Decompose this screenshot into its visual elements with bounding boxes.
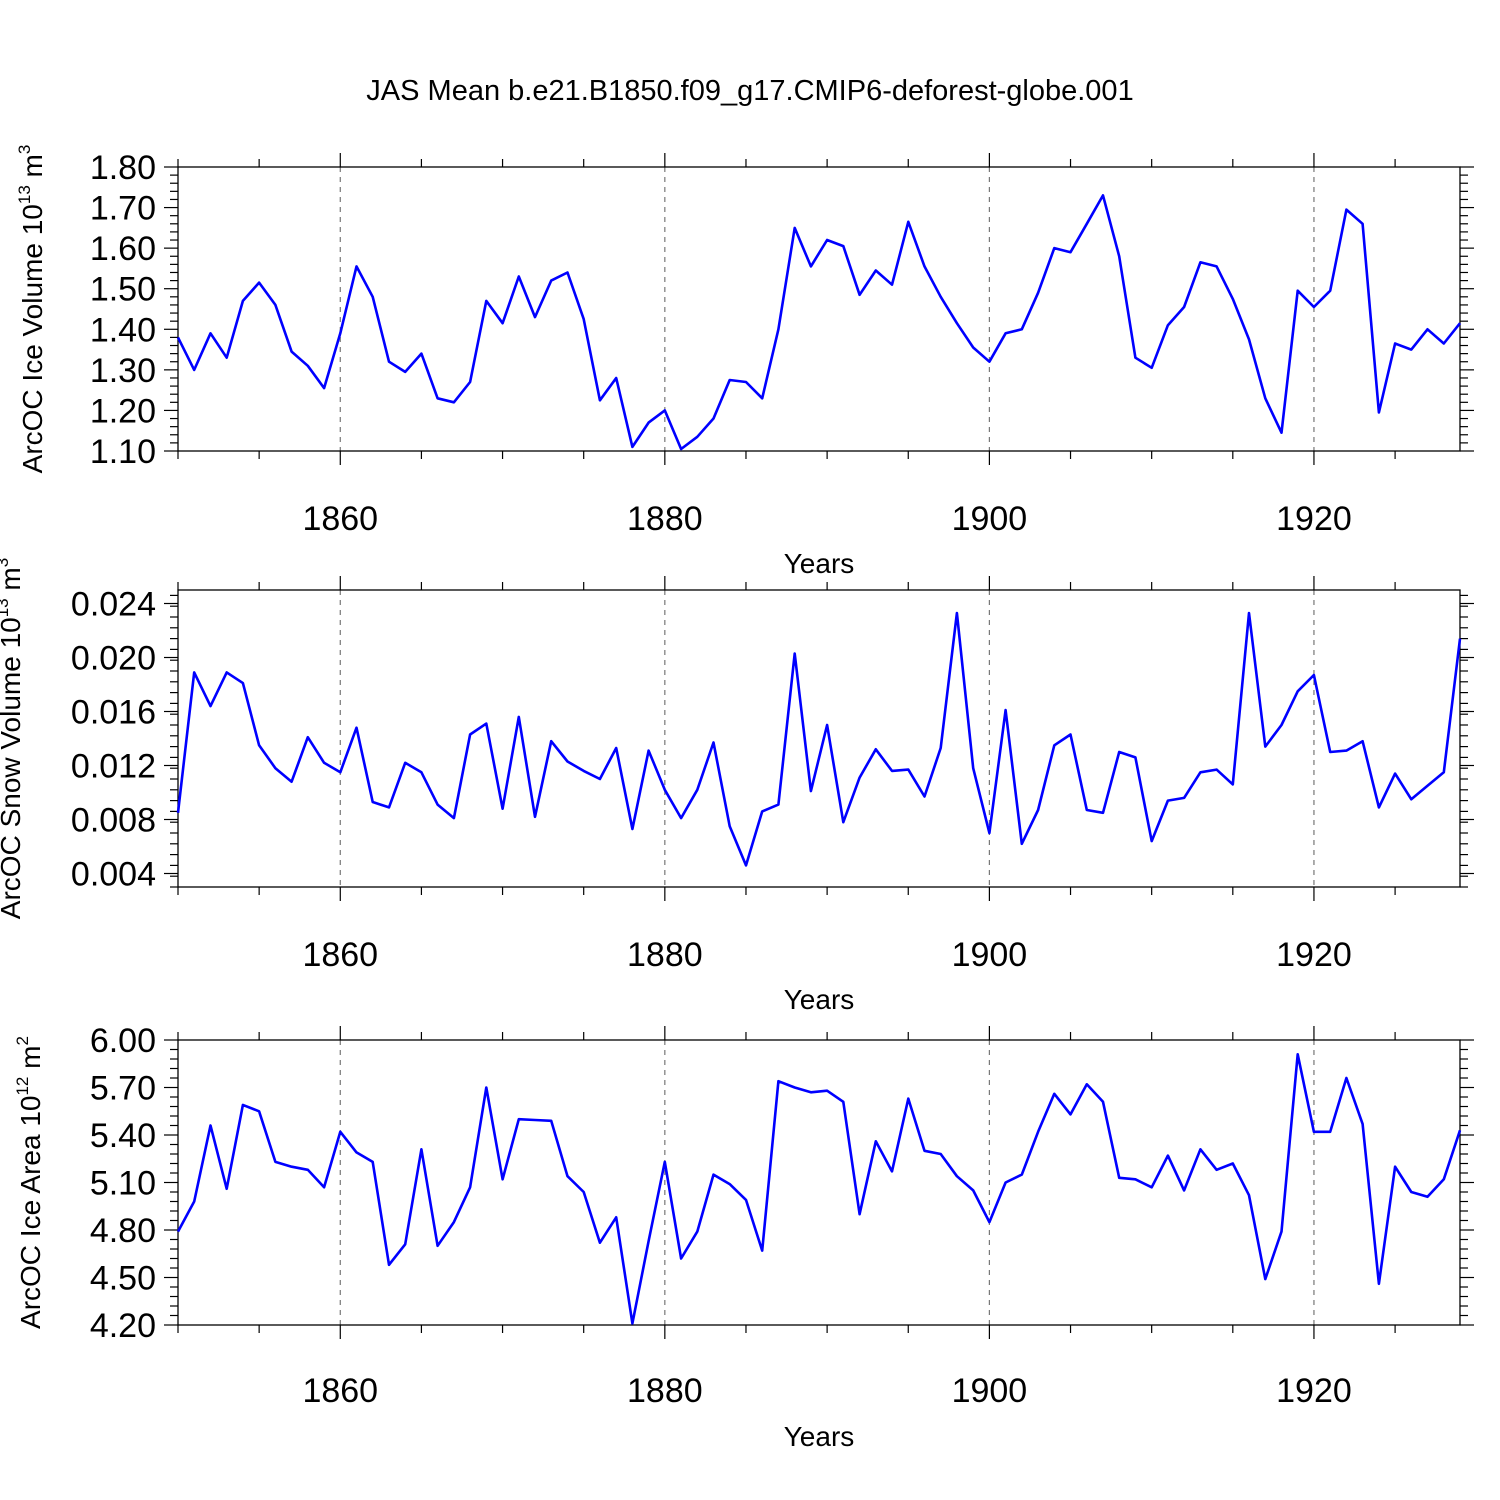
figure-title: JAS Mean b.e21.B1850.f09_g17.CMIP6-defor… (366, 75, 1133, 107)
x-tick-label: 1920 (1276, 936, 1352, 974)
plot-frame (177, 166, 1461, 452)
y-tick-label: 1.50 (90, 271, 156, 309)
y-tick-label: 1.30 (90, 352, 156, 390)
y-tick-label: 0.024 (71, 586, 156, 624)
x-axis-title: Years (784, 548, 855, 579)
y-tick-label: 0.016 (71, 694, 156, 732)
y-tick-label: 1.10 (90, 433, 156, 471)
y-tick-label: 0.004 (71, 856, 156, 894)
x-tick-label: 1900 (952, 936, 1028, 974)
x-tick-label: 1860 (302, 936, 378, 974)
panels: 1860 1880 1900 1920 Years 1.101.201.301.401.5… (0, 145, 1474, 1452)
plot-frame (177, 589, 1461, 888)
y-tick-label: 1.20 (90, 392, 156, 430)
plot-frame (177, 1039, 1461, 1326)
y-tick-label: 0.008 (71, 802, 156, 840)
x-tick-label: 1860 (302, 1372, 378, 1410)
panel-3: 1860 1880 1900 1920 Years 4.20 4.50 4.80 5.10 5.4… (13, 1022, 1474, 1452)
x-tick-label: 1880 (627, 500, 703, 538)
y-axis-title: ArcOC Ice Area 1012 m2 (13, 1036, 46, 1329)
x-tick-label: 1920 (1276, 500, 1352, 538)
y-tick-label: 4.50 (90, 1260, 156, 1298)
x-tick-label: 1880 (627, 936, 703, 974)
y-axis-title: ArcOC Snow Volume 1013 m3 (0, 558, 26, 919)
y-tick-label: 1.80 (90, 149, 156, 187)
series-line (176, 611, 1462, 867)
y-axis-title: ArcOC Ice Volume 1013 m3 (15, 145, 48, 474)
y-tick-label: 1.60 (90, 230, 156, 268)
series-line (176, 194, 1462, 451)
x-tick-label: 1880 (627, 1372, 703, 1410)
y-tick-label: 6.00 (90, 1022, 156, 1060)
series-line (176, 1053, 1462, 1325)
y-tick-label: 1.70 (90, 190, 156, 228)
x-axis-title: Years (784, 984, 855, 1015)
y-tick-label: 5.70 (90, 1070, 156, 1108)
x-tick-label: 1860 (302, 500, 378, 538)
y-tick-label: 5.40 (90, 1117, 156, 1155)
x-axis-title: Years (784, 1421, 855, 1452)
y-tick-label: 0.020 (71, 640, 156, 678)
panel-2: 1860 1880 1900 1920 Years 0.004 0.008 0.012 0.01… (0, 558, 1474, 1015)
x-tick-label: 1920 (1276, 1372, 1352, 1410)
x-tick-label: 1900 (952, 1372, 1028, 1410)
y-tick-label: 5.10 (90, 1165, 156, 1203)
y-tick-label: 1.40 (90, 311, 156, 349)
x-tick-label: 1900 (952, 500, 1028, 538)
y-tick-label: 0.012 (71, 748, 156, 786)
y-tick-label: 4.20 (90, 1307, 156, 1345)
y-tick-label: 4.80 (90, 1212, 156, 1250)
panel-1: 1860 1880 1900 1920 Years 1.101.201.301.401.5… (15, 145, 1474, 579)
